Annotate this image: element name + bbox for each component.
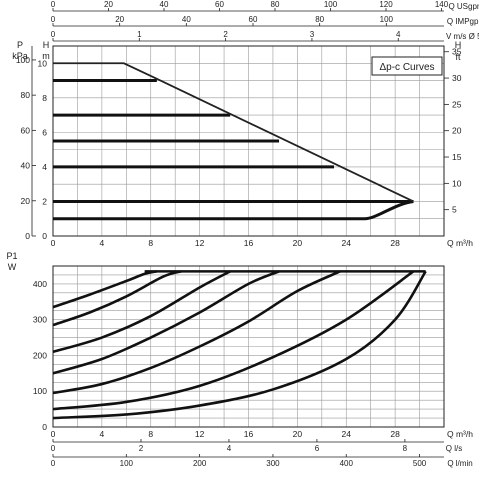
y-tick-label-w: 200 — [33, 350, 47, 360]
x-tick-label-m3h: 0 — [51, 429, 56, 439]
ls-axis-label: Q l/s — [446, 444, 462, 453]
x-tick-label: 0 — [51, 238, 56, 248]
x-axis-label: Q m³/h — [447, 238, 473, 248]
top-axis-label: Q USgpm — [448, 2, 479, 11]
x-tick-label: 4 — [100, 238, 105, 248]
y-tick-label-ft: 25 — [452, 99, 462, 109]
top-axis-tick-label: 1 — [137, 30, 142, 39]
lmin-tick-label: 200 — [193, 459, 207, 468]
y-tick-label-m: 2 — [42, 196, 47, 206]
top-axis-tick-label: 80 — [271, 0, 280, 9]
ls-tick-label: 0 — [51, 444, 56, 453]
y-tick-label-ft: 30 — [452, 73, 462, 83]
y-tick-label-w: 0 — [42, 422, 47, 432]
lmin-axis-label: Q l/min — [447, 459, 472, 468]
top-axis-tick-label: 40 — [182, 15, 191, 24]
y-tick-label-w: 100 — [33, 386, 47, 396]
p1-axis-label: P1 — [6, 251, 17, 261]
m-axis-label-h: H — [43, 40, 50, 50]
p1-axis-unit: W — [8, 262, 17, 272]
y-tick-label-kpa: 0 — [25, 231, 30, 241]
lmin-tick-label: 500 — [413, 459, 427, 468]
ft-axis-label-h: H — [455, 40, 462, 50]
x-tick-label: 20 — [293, 238, 303, 248]
y-tick-label-m: 4 — [42, 162, 47, 172]
x-tick-label-m3h: 8 — [148, 429, 153, 439]
top-axis-tick-label: 0 — [51, 15, 56, 24]
top-axis-tick-label: 20 — [104, 0, 113, 9]
x-tick-label: 28 — [390, 238, 400, 248]
legend-box — [371, 56, 443, 76]
ls-tick-label: 2 — [139, 444, 144, 453]
ls-tick-label: 8 — [403, 444, 408, 453]
y-tick-label-kpa: 40 — [21, 161, 31, 171]
y-tick-label-ft: 5 — [452, 205, 457, 215]
x-tick-label-m3h: 28 — [390, 429, 400, 439]
lmin-tick-label: 0 — [51, 459, 56, 468]
ls-tick-label: 6 — [315, 444, 320, 453]
top-axis-tick-label: 100 — [324, 0, 338, 9]
top-axis-tick-label: 80 — [315, 15, 324, 24]
power-curve — [52, 270, 415, 411]
y-tick-label-ft: 20 — [452, 126, 462, 136]
power-curve — [52, 270, 182, 327]
y-tick-label-w: 400 — [33, 279, 47, 289]
y-tick-label-m: 8 — [42, 93, 47, 103]
x-tick-label: 24 — [342, 238, 352, 248]
top-axis-tick-label: 2 — [223, 30, 228, 39]
kpa-axis-label-unit: kPa — [12, 51, 28, 61]
top-axis-tick-label: 20 — [115, 15, 124, 24]
y-tick-label-kpa: 100 — [16, 55, 30, 65]
ls-tick-label: 4 — [227, 444, 232, 453]
kpa-axis-label-p: P — [17, 40, 23, 50]
top-axis-tick-label: 100 — [380, 15, 394, 24]
x-tick-label-m3h: 20 — [293, 429, 303, 439]
ft-axis-label-unit: ft — [455, 52, 461, 62]
y-tick-label-kpa: 20 — [21, 196, 31, 206]
y-tick-label-ft: 15 — [452, 152, 462, 162]
top-axis-tick-label: 4 — [396, 30, 401, 39]
top-axis-label: Q IMPgpm — [447, 17, 479, 26]
power-curve — [52, 270, 341, 395]
x-tick-label: 8 — [148, 238, 153, 248]
m-axis-label-unit: m — [42, 51, 50, 61]
power-curve — [52, 270, 158, 309]
y-tick-label-kpa: 80 — [21, 90, 31, 100]
top-axis-tick-label: 0 — [51, 0, 56, 9]
x-tick-label: 12 — [195, 238, 205, 248]
top-axis-label: V m/s Ø 50 — [446, 32, 479, 41]
proportional-curve — [53, 62, 414, 203]
x-tick-label-m3h: 12 — [195, 429, 205, 439]
top-axis-tick-label: 40 — [160, 0, 169, 9]
x-tick-label: 16 — [244, 238, 254, 248]
power-curve — [52, 270, 231, 354]
y-tick-label-m: 10 — [38, 58, 48, 68]
x-tick-label-m3h: 4 — [100, 429, 105, 439]
top-axis-tick-label: 60 — [215, 0, 224, 9]
lmin-tick-label: 100 — [120, 459, 134, 468]
power-curve — [52, 270, 280, 375]
power-curve — [52, 270, 427, 420]
top-axis-tick-label: 140 — [435, 0, 449, 9]
y-tick-label-m: 0 — [42, 231, 47, 241]
top-axis-tick-label: 120 — [379, 0, 393, 9]
top-axis-tick-label: 3 — [310, 30, 315, 39]
lmin-tick-label: 400 — [340, 459, 354, 468]
plot-frame-bottom — [52, 265, 445, 428]
y-tick-label-w: 300 — [33, 315, 47, 325]
y-tick-label-ft: 10 — [452, 178, 462, 188]
y-tick-label-ft: 35 — [452, 47, 462, 57]
lmin-tick-label: 300 — [266, 459, 280, 468]
top-axis-tick-label: 60 — [249, 15, 258, 24]
x-tick-label-m3h: 24 — [342, 429, 352, 439]
top-axis-tick-label: 0 — [51, 30, 56, 39]
x-axis-label-m3h: Q m³/h — [447, 429, 473, 439]
y-tick-label-kpa: 60 — [21, 125, 31, 135]
x-tick-label-m3h: 16 — [244, 429, 254, 439]
constant-curve — [53, 199, 414, 221]
y-tick-label-m: 6 — [42, 127, 47, 137]
chart-title: Δp-c Curves — [379, 62, 434, 73]
